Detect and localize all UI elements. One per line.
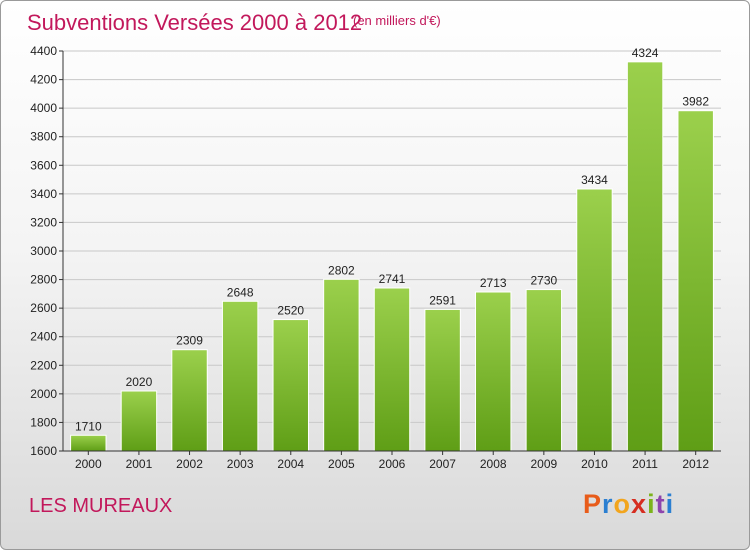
logo-letter: P bbox=[583, 489, 603, 519]
y-tick-label: 2200 bbox=[30, 358, 57, 372]
x-tick-label-2005: 2005 bbox=[328, 457, 355, 471]
logo-letter: i bbox=[647, 489, 656, 519]
value-label-2010: 3434 bbox=[581, 173, 608, 187]
x-tick-label-2009: 2009 bbox=[530, 457, 557, 471]
value-label-2004: 2520 bbox=[277, 304, 304, 318]
bar-2010 bbox=[576, 188, 613, 452]
value-labels: 1710 2020 2309 2648 2520 2802 2741 2591 2713 2730… bbox=[75, 46, 709, 433]
bar-2007 bbox=[424, 308, 461, 452]
logo-letter: r bbox=[602, 489, 614, 519]
value-label-2007: 2591 bbox=[429, 293, 456, 307]
x-tick-label-2006: 2006 bbox=[379, 457, 406, 471]
y-tick-label: 3400 bbox=[30, 187, 57, 201]
value-label-2009: 2730 bbox=[530, 274, 557, 288]
value-label-2005: 2802 bbox=[328, 263, 355, 277]
x-tick-label-2007: 2007 bbox=[429, 457, 456, 471]
commune-name: LES MUREAUX bbox=[29, 495, 173, 517]
y-tick-label: 3800 bbox=[30, 130, 57, 144]
bar-2005 bbox=[323, 278, 360, 452]
x-tick-label-2000: 2000 bbox=[75, 457, 102, 471]
value-label-2012: 3982 bbox=[682, 95, 709, 109]
y-tick-label: 3200 bbox=[30, 215, 57, 229]
bar-2009 bbox=[525, 289, 563, 452]
x-tick-label-2002: 2002 bbox=[176, 457, 203, 471]
bar-2006 bbox=[373, 287, 411, 452]
bar-2003 bbox=[221, 300, 259, 452]
chart-title: Subventions Versées 2000 à 2012 bbox=[27, 10, 363, 35]
y-tick-label: 4200 bbox=[30, 73, 57, 87]
value-label-2006: 2741 bbox=[379, 272, 406, 286]
logo-letter: t bbox=[655, 489, 666, 519]
y-tick-label: 2000 bbox=[30, 387, 57, 401]
y-tick-label: 1800 bbox=[30, 415, 57, 429]
bar-2000 bbox=[70, 434, 107, 452]
x-tick-label-2004: 2004 bbox=[277, 457, 304, 471]
value-label-2000: 1710 bbox=[75, 419, 102, 433]
bar-2008 bbox=[475, 291, 512, 452]
x-tick-label-2008: 2008 bbox=[480, 457, 507, 471]
x-tick-label-2003: 2003 bbox=[227, 457, 254, 471]
x-tick-label-2012: 2012 bbox=[682, 457, 709, 471]
y-tick-label: 1600 bbox=[30, 444, 57, 458]
logo-letter: i bbox=[665, 489, 675, 519]
bar-2004 bbox=[272, 319, 309, 452]
x-tick-label-2011: 2011 bbox=[632, 457, 658, 471]
value-label-2001: 2020 bbox=[126, 375, 153, 389]
bar-2012 bbox=[677, 110, 714, 452]
proxiti-logo[interactable]: Proxiti bbox=[583, 489, 674, 520]
value-label-2003: 2648 bbox=[227, 285, 254, 299]
y-tick-label: 3000 bbox=[30, 244, 57, 258]
y-tick-label: 3600 bbox=[30, 158, 57, 172]
axes: 1600 1800 2000 2200 2400 2600 2800 3000 3200 3400… bbox=[30, 44, 721, 471]
bars bbox=[70, 61, 714, 452]
logo-letter: x bbox=[631, 489, 648, 519]
x-tick-label-2010: 2010 bbox=[581, 457, 608, 471]
chart-subtitle: (en milliers d'€) bbox=[353, 13, 441, 28]
bar-2011 bbox=[626, 61, 664, 452]
y-tick-label: 2400 bbox=[30, 330, 57, 344]
value-label-2011: 4324 bbox=[632, 46, 659, 60]
value-label-2002: 2309 bbox=[176, 334, 203, 348]
y-tick-label: 2600 bbox=[30, 301, 57, 315]
x-tick-label-2001: 2001 bbox=[126, 457, 153, 471]
y-tick-label: 2800 bbox=[30, 273, 57, 287]
logo-letter: o bbox=[613, 489, 632, 519]
y-tick-label: 4400 bbox=[30, 44, 57, 58]
bar-2001 bbox=[120, 390, 158, 452]
value-label-2008: 2713 bbox=[480, 276, 507, 290]
y-tick-label: 4000 bbox=[30, 101, 57, 115]
bar-2002 bbox=[171, 349, 208, 452]
